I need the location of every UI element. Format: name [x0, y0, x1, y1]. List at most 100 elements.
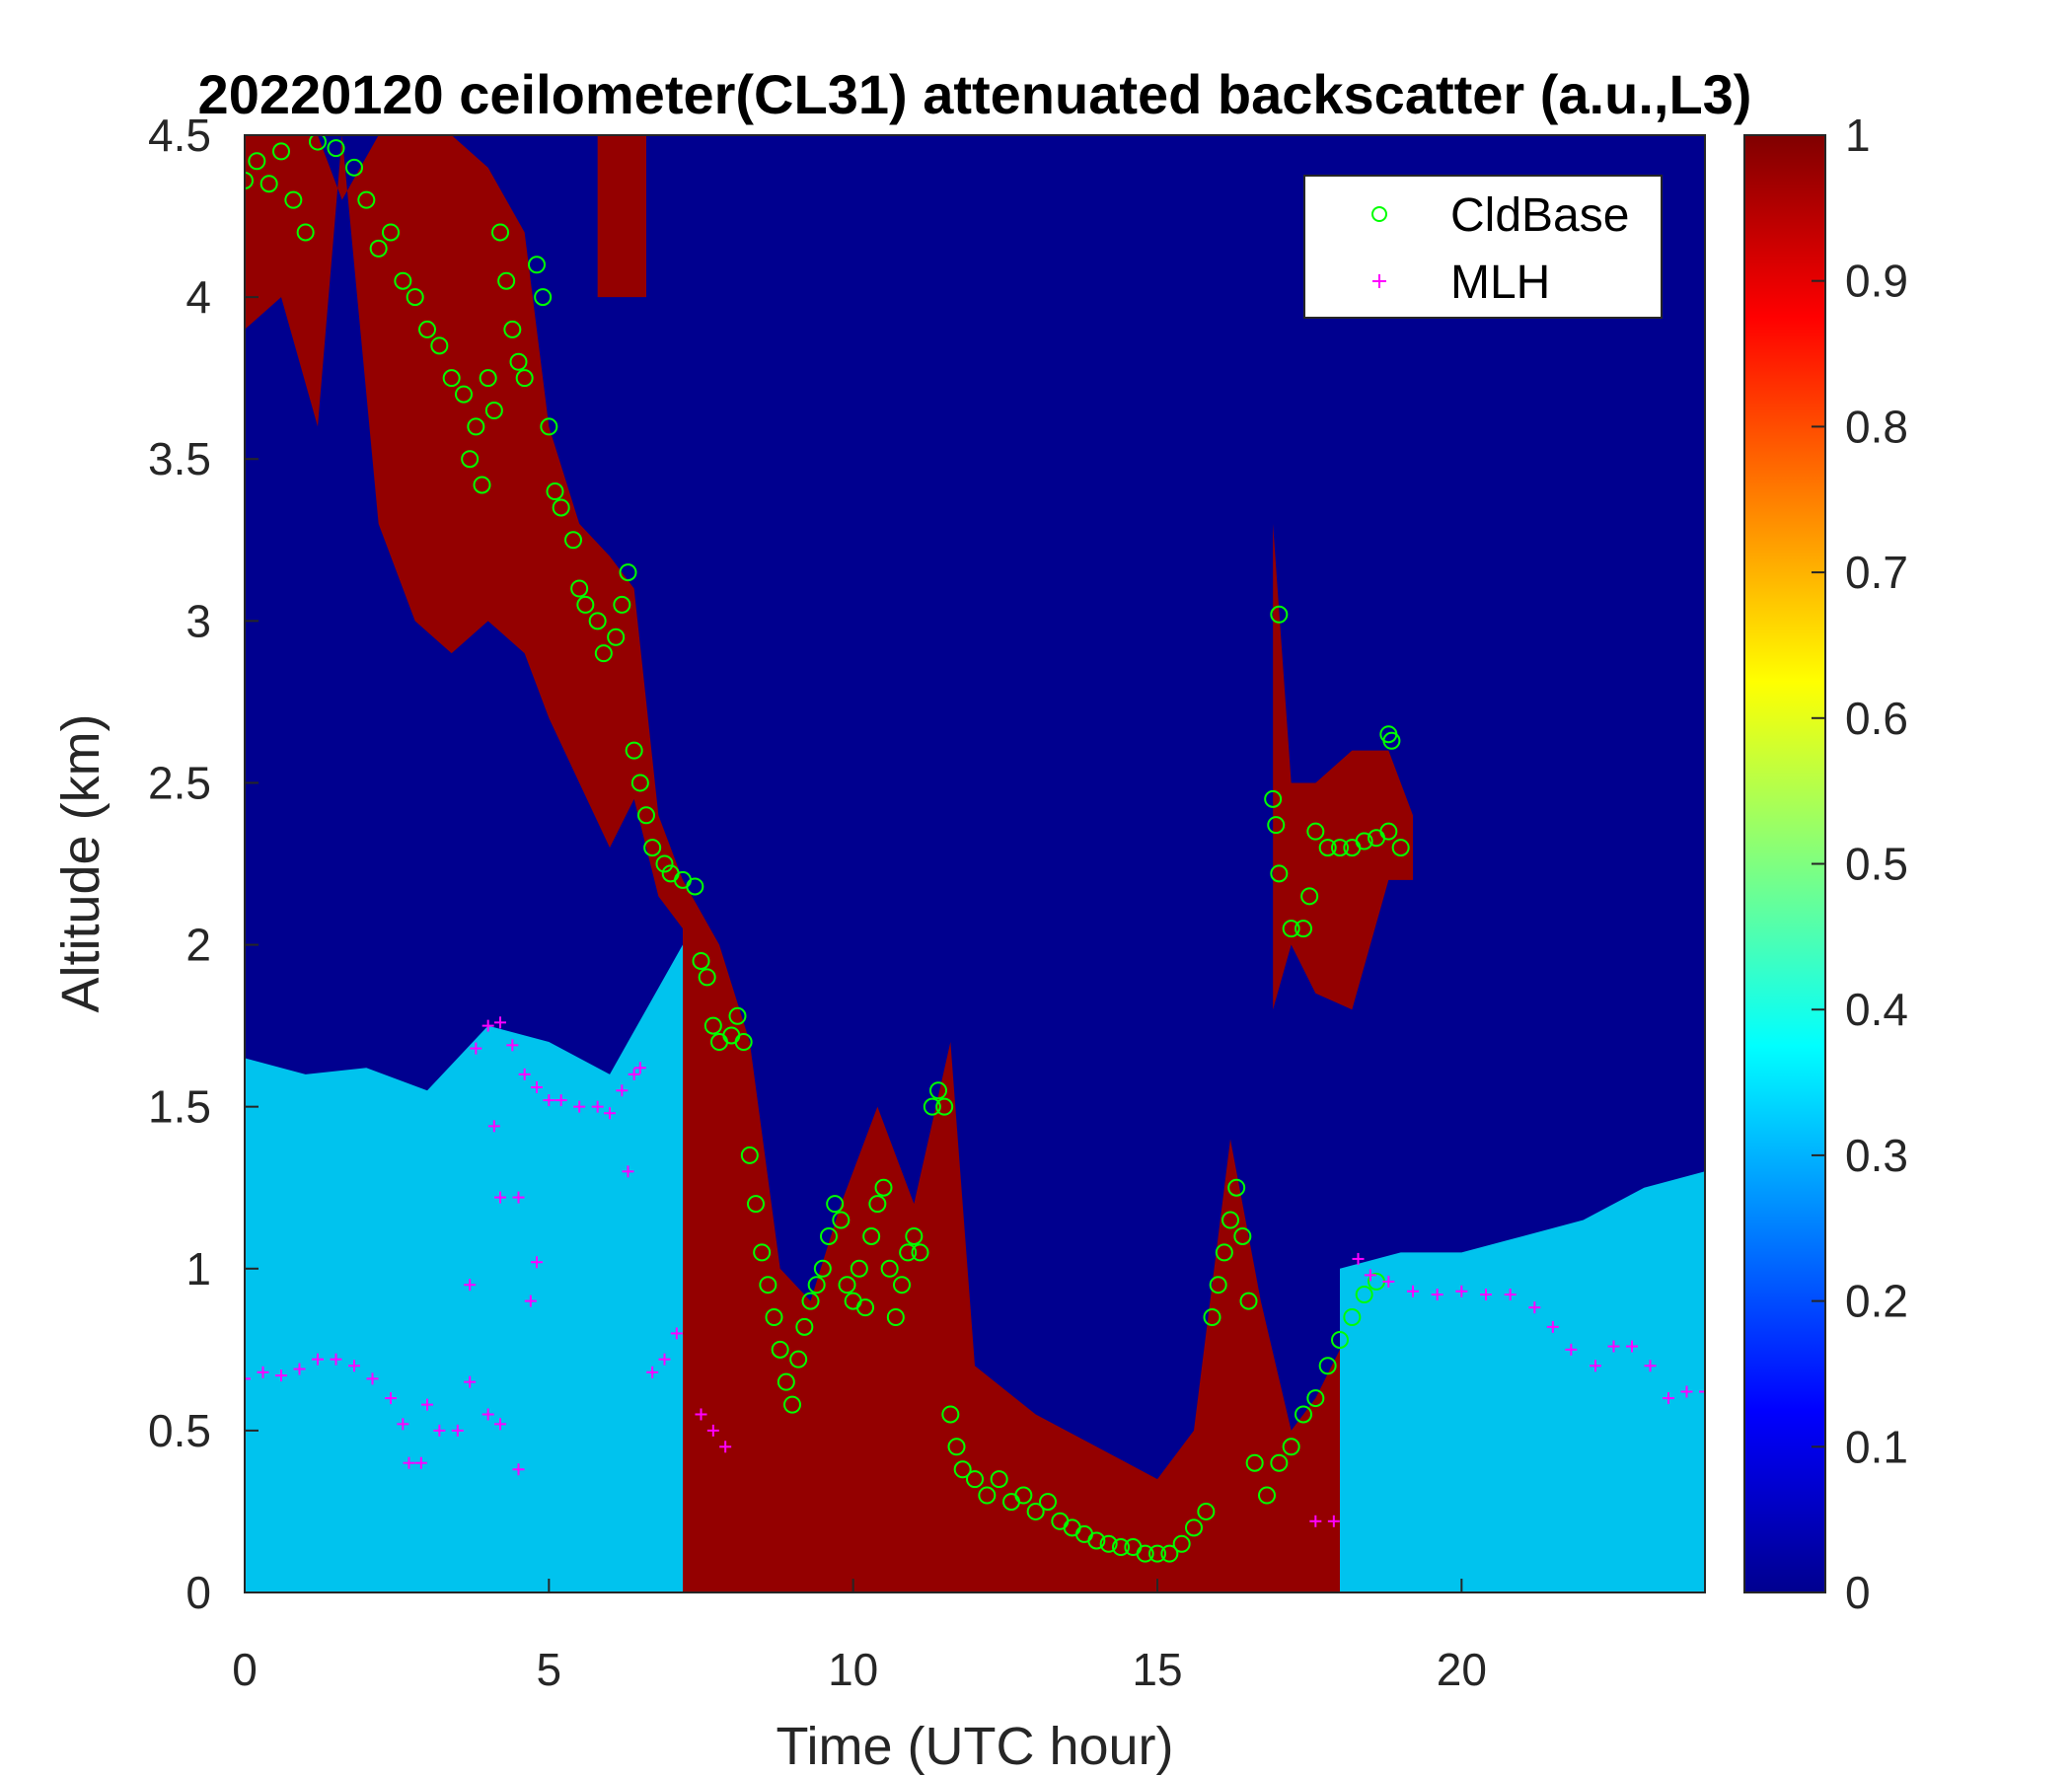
cldbase-point [327, 139, 345, 158]
y-tick-label: 3 [185, 595, 211, 646]
cldbase-point [728, 1006, 747, 1025]
colorbar: 0 0.1 0.2 0.3 0.4 0.5 0.6 0.7 0.8 0.9 1 [1743, 110, 1908, 1618]
cldbase-point [856, 1298, 874, 1317]
cldbase-point [953, 1460, 972, 1479]
cldbase-point [1258, 1486, 1276, 1505]
cldbase-point [534, 288, 553, 307]
cldbase-point [886, 1308, 905, 1327]
y-tick-label: 1.5 [148, 1081, 211, 1133]
cldbase-point [1160, 1544, 1179, 1563]
cldbase-point [248, 152, 266, 171]
mlh-point [531, 1080, 543, 1093]
cldbase-point [747, 1195, 765, 1214]
boundary-layer-region [1340, 1171, 1705, 1592]
cldbase-point [1039, 1493, 1057, 1512]
cldbase-point [619, 563, 637, 582]
cldbase-point [862, 1226, 881, 1245]
cldbase-point [540, 417, 558, 436]
mlh-point [1699, 1385, 1705, 1398]
cldbase-point [1318, 839, 1337, 857]
y-tick-label: 4 [185, 271, 211, 323]
cldbase-point [1245, 1453, 1264, 1472]
chart-title: 20220120 ceilometer(CL31) attenuated bac… [198, 63, 1752, 125]
colorbar-tick-label: 0.1 [1845, 1421, 1908, 1472]
mlh-point [622, 1165, 634, 1178]
cldbase-point [801, 1292, 820, 1310]
colorbar-tick-label: 0 [1845, 1567, 1871, 1618]
mlh-point [494, 1016, 506, 1029]
cldbase-point [1331, 1330, 1349, 1349]
colorbar-ticks: 0 0.1 0.2 0.3 0.4 0.5 0.6 0.7 0.8 0.9 1 [1812, 110, 1908, 1618]
cldbase-point [357, 190, 376, 209]
mlh-point [451, 1424, 464, 1437]
cldbase-point [1382, 731, 1401, 750]
legend-mlh-label: MLH [1450, 257, 1550, 309]
cldbase-point [1148, 1544, 1166, 1563]
mlh-point [1455, 1285, 1468, 1297]
cldbase-point [1282, 920, 1300, 938]
x-tick-label: 15 [1132, 1644, 1182, 1695]
cldbase-point [509, 352, 528, 371]
mlh-point [1626, 1340, 1638, 1353]
colorbar-tick-label: 0.7 [1845, 547, 1908, 598]
cldbase-point [893, 1276, 911, 1295]
cldbase-point [570, 579, 589, 598]
mlh-point [1352, 1252, 1365, 1265]
cldbase-point [850, 1259, 868, 1278]
cloud-region [683, 879, 1340, 1592]
cldbase-point [1014, 1486, 1033, 1505]
colorbar-tick-label: 0.3 [1845, 1130, 1908, 1181]
x-axis: 0 5 10 15 20 [232, 1579, 1705, 1695]
cldbase-point [1227, 1178, 1246, 1197]
colorbar-tick-label: 0.2 [1845, 1276, 1908, 1327]
cldbase-point [1295, 1405, 1312, 1424]
cldbase-point [795, 1317, 814, 1336]
mlh-point [312, 1353, 324, 1366]
cldbase-point [1264, 789, 1283, 808]
cldbase-point [838, 1276, 856, 1295]
legend-box [1303, 175, 1663, 319]
y-tick-label: 2 [185, 920, 211, 971]
cldbase-point [473, 476, 491, 494]
cldbase-point [467, 417, 485, 436]
mlh-point [1407, 1285, 1419, 1297]
mlh-point [1590, 1360, 1601, 1372]
x-tick-label: 0 [232, 1644, 258, 1695]
mlh-point [1382, 1275, 1395, 1288]
cldbase-point [497, 271, 516, 290]
mlh-point [1607, 1340, 1620, 1353]
cldbase-point [442, 369, 461, 388]
mlh-point [1546, 1320, 1559, 1333]
mlh-point [706, 1424, 719, 1437]
cldbase-point [1026, 1502, 1045, 1520]
mlh-point [1504, 1289, 1517, 1301]
cldbase-point [406, 288, 424, 307]
cldbase-point [1355, 1286, 1373, 1304]
colorbar-tick-label: 0.4 [1845, 984, 1908, 1035]
cldbase-point [296, 223, 315, 242]
cldbase-point [515, 369, 534, 388]
mlh-point [464, 1375, 477, 1388]
cldbase-point [1331, 839, 1349, 857]
cldbase-point [807, 1276, 826, 1295]
y-tick-label: 1 [185, 1243, 211, 1295]
cldbase-point [880, 1259, 899, 1278]
cldbase-point [1172, 1534, 1191, 1553]
cldbase-point [911, 1243, 929, 1262]
cldbase-point [564, 531, 582, 550]
cldbase-point [461, 450, 480, 469]
cldbase-point [753, 1243, 772, 1262]
mlh-point [518, 1068, 531, 1080]
legend: CldBase MLH [1303, 175, 1663, 319]
cldbase-point [484, 401, 503, 419]
cldbase-point [929, 1081, 947, 1100]
data-series [245, 135, 1705, 1563]
cldbase-point [990, 1470, 1008, 1489]
mlh-point [481, 1408, 494, 1421]
mlh-point [616, 1084, 629, 1097]
cldbase-point [1087, 1531, 1106, 1550]
cldbase-point [1203, 1308, 1221, 1327]
cldbase-point [1270, 864, 1289, 883]
mlh-point [1644, 1360, 1657, 1372]
